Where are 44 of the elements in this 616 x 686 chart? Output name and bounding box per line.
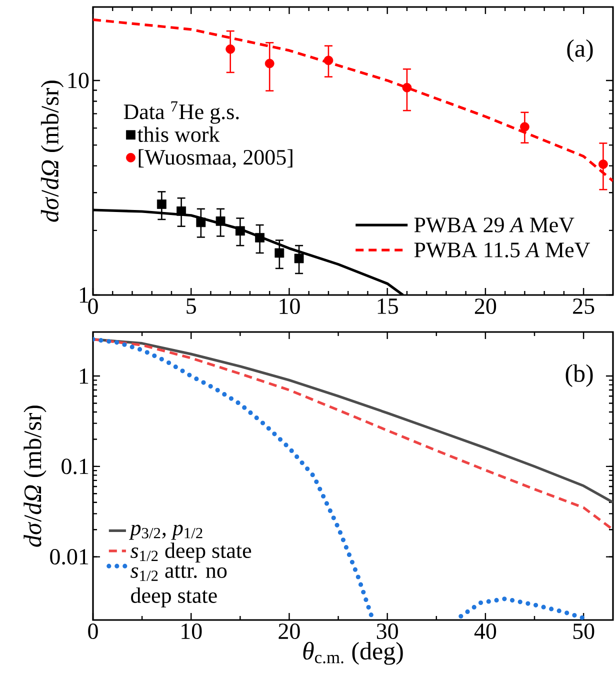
y-tick-label: 1 — [80, 287, 88, 303]
legend-label: s$_{1/2}$ deep state — [130, 542, 252, 563]
point — [520, 122, 530, 132]
x-tick-label: 20 — [278, 624, 300, 640]
x-tick-label: 0 — [88, 624, 98, 640]
point — [235, 226, 245, 236]
point — [226, 44, 236, 54]
point — [176, 206, 186, 216]
annotation: (b) — [566, 364, 593, 387]
x-tick-label: 40 — [474, 624, 496, 640]
point — [294, 254, 304, 264]
point — [274, 248, 284, 258]
point — [264, 58, 274, 68]
point — [156, 200, 166, 209]
legend-label: PWBA 29 A MeV — [414, 218, 574, 232]
point — [402, 82, 412, 92]
y-tick-label: 0.01 — [50, 548, 88, 565]
y-tick-label: 10 — [68, 72, 89, 88]
legend-label: s$_{1/2}$ attr. no deep state — [130, 565, 227, 608]
legend-title: Data $^{7}$He g.s. — [124, 101, 239, 124]
x-tick-label: 25 — [573, 298, 594, 314]
x-tick-label: 5 — [186, 298, 196, 314]
legend-label: this work — [137, 126, 220, 142]
point — [255, 232, 264, 242]
point — [216, 216, 226, 226]
x-tick-label: 0 — [88, 298, 98, 314]
x-tick-label: 30 — [376, 624, 398, 640]
y-tick-label: 1 — [80, 368, 88, 384]
legend-label: [Wuosmaa, 2005] — [138, 149, 292, 168]
y-axis-title: dσ/dΩ (mb/sr) — [24, 406, 46, 547]
x-tick-label: 10 — [182, 624, 202, 640]
x-axis-title: θ$_{c.m.}$ (deg) — [303, 642, 403, 665]
point — [324, 56, 334, 66]
x-tick-label: 50 — [573, 624, 594, 640]
y-tick-label: 0.1 — [62, 458, 88, 474]
x-tick-label: 15 — [378, 298, 398, 314]
y-axis-title: dσ/dΩ (mb/sr) — [40, 80, 64, 222]
point — [196, 218, 206, 228]
x-tick-label: 20 — [474, 298, 496, 314]
point — [598, 160, 608, 169]
legend-label: PWBA 11.5 A MeV — [414, 242, 590, 258]
x-tick-label: 10 — [280, 298, 300, 314]
legend-label: p$_{3/2}$, p$_{1/2}$ — [128, 524, 202, 540]
annotation: (a) — [567, 39, 593, 62]
